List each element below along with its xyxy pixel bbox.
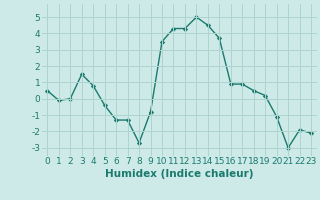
- X-axis label: Humidex (Indice chaleur): Humidex (Indice chaleur): [105, 169, 253, 179]
